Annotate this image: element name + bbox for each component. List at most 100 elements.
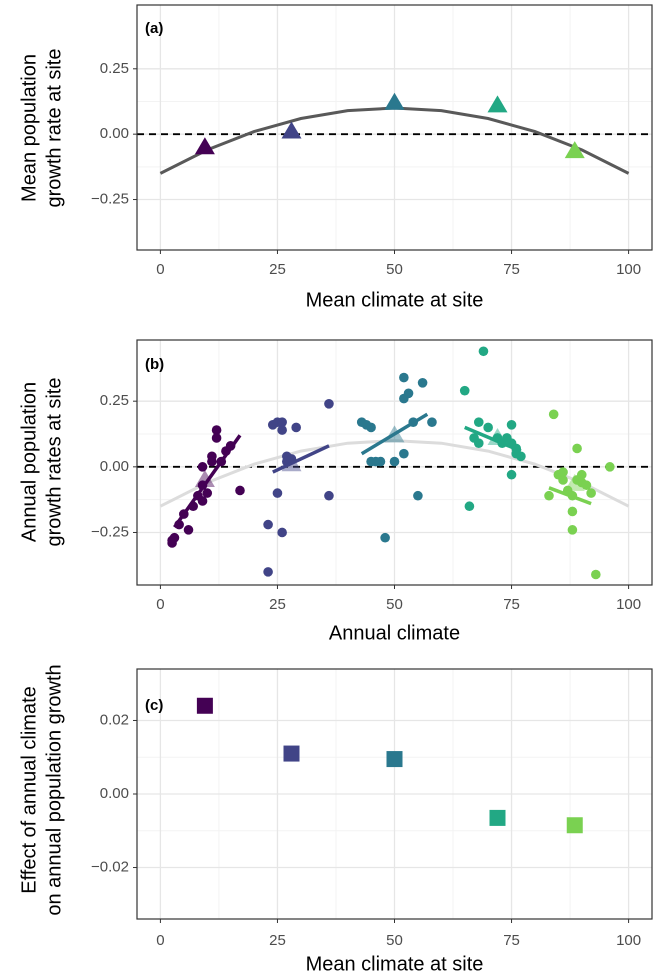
- data-point: [548, 409, 559, 420]
- data-point: [581, 480, 592, 491]
- mean-marker: [281, 121, 302, 139]
- regression-line: [548, 486, 592, 506]
- data-point: [375, 456, 386, 467]
- data-point: [324, 490, 334, 501]
- x-tick-label: 100: [616, 596, 641, 613]
- data-point: [197, 496, 208, 506]
- y-axis-title: growth rates at site: [43, 378, 65, 547]
- regression-line: [464, 425, 522, 453]
- data-point: [459, 385, 470, 396]
- data-point: [277, 527, 287, 538]
- mean-marker: [564, 473, 585, 491]
- data-point: [478, 346, 489, 357]
- y-axis-title: on annual population growth: [43, 664, 65, 915]
- data-point: [202, 488, 213, 498]
- y-tick-label: −0.25: [91, 523, 129, 540]
- data-point: [399, 372, 409, 383]
- regression-line: [173, 434, 242, 529]
- data-point: [211, 425, 222, 435]
- effect-marker: [386, 751, 403, 768]
- data-point: [207, 456, 217, 467]
- data-point: [473, 438, 484, 448]
- panel-label: (a): [145, 20, 163, 37]
- x-tick-label: 75: [503, 596, 520, 613]
- data-point: [516, 451, 526, 462]
- mean-marker: [564, 141, 585, 159]
- data-point: [558, 467, 568, 477]
- mean-marker: [194, 469, 215, 487]
- y-tick-label: −0.25: [91, 191, 129, 208]
- effect-marker: [196, 697, 213, 714]
- x-tick-label: 50: [386, 932, 403, 949]
- data-point: [576, 469, 587, 480]
- data-point: [417, 378, 428, 388]
- data-point: [366, 422, 376, 433]
- mean-marker: [281, 454, 302, 472]
- x-tick-label: 25: [269, 932, 286, 949]
- panel: 0 25 50 75 100 −0.02 0.00 0.02 (c) Mean climate a…: [18, 664, 653, 975]
- data-point: [558, 475, 568, 485]
- data-point: [235, 485, 245, 496]
- regression-line: [272, 444, 330, 474]
- data-point: [272, 488, 283, 498]
- data-point: [399, 448, 409, 459]
- data-point: [263, 567, 273, 577]
- panel-label: (b): [145, 356, 164, 373]
- data-point: [473, 417, 484, 427]
- data-point: [183, 525, 194, 535]
- data-point: [263, 519, 273, 530]
- regression-line: [360, 412, 429, 456]
- mean-marker: [384, 92, 405, 110]
- x-tick-label: 0: [156, 932, 164, 949]
- y-tick-label: 0.00: [100, 785, 129, 802]
- data-point: [197, 462, 208, 472]
- data-point: [277, 425, 287, 435]
- plot-border: [136, 339, 653, 586]
- panel: 0 25 50 75 100 −0.25 0.00 0.25 (b) Annual climate…: [18, 339, 653, 644]
- data-point: [483, 422, 493, 433]
- data-point: [389, 456, 400, 467]
- x-tick-label: 100: [616, 932, 641, 949]
- mean-marker: [194, 137, 215, 155]
- data-point: [277, 417, 287, 427]
- data-point: [567, 525, 578, 535]
- effect-marker: [283, 745, 300, 762]
- y-axis-title: Annual population: [18, 382, 40, 542]
- mean-marker: [487, 95, 508, 113]
- data-point: [464, 501, 475, 512]
- y-axis-title: Mean population: [18, 54, 40, 202]
- x-axis-title: Mean climate at site: [306, 953, 484, 975]
- x-axis-title: Mean climate at site: [306, 289, 484, 311]
- y-tick-label: 0.02: [100, 711, 129, 728]
- data-point: [506, 420, 517, 430]
- y-axis-title: Effect of annual climate: [18, 686, 40, 894]
- x-tick-label: 25: [269, 596, 286, 613]
- data-point: [380, 532, 390, 543]
- x-tick-label: 75: [503, 932, 520, 949]
- x-tick-label: 50: [386, 261, 403, 278]
- data-point: [291, 422, 301, 433]
- y-tick-label: 0.00: [100, 125, 129, 142]
- y-tick-label: 0.25: [100, 392, 129, 409]
- plot-border: [136, 668, 653, 920]
- data-point: [605, 462, 615, 472]
- y-tick-label: −0.02: [91, 858, 129, 875]
- data-point: [567, 506, 578, 517]
- fitted-curve: [159, 439, 630, 508]
- data-point: [544, 490, 554, 501]
- effect-marker: [489, 809, 506, 826]
- plot-border: [136, 4, 653, 251]
- mean-marker: [487, 427, 508, 445]
- x-tick-label: 50: [386, 596, 403, 613]
- effect-marker: [566, 817, 583, 834]
- data-point: [403, 388, 414, 399]
- x-tick-label: 25: [269, 261, 286, 278]
- data-point: [506, 469, 517, 480]
- data-point: [591, 569, 601, 580]
- data-point: [413, 490, 423, 501]
- panel-label: (c): [145, 697, 163, 714]
- x-tick-label: 100: [616, 261, 641, 278]
- x-tick-label: 75: [503, 261, 520, 278]
